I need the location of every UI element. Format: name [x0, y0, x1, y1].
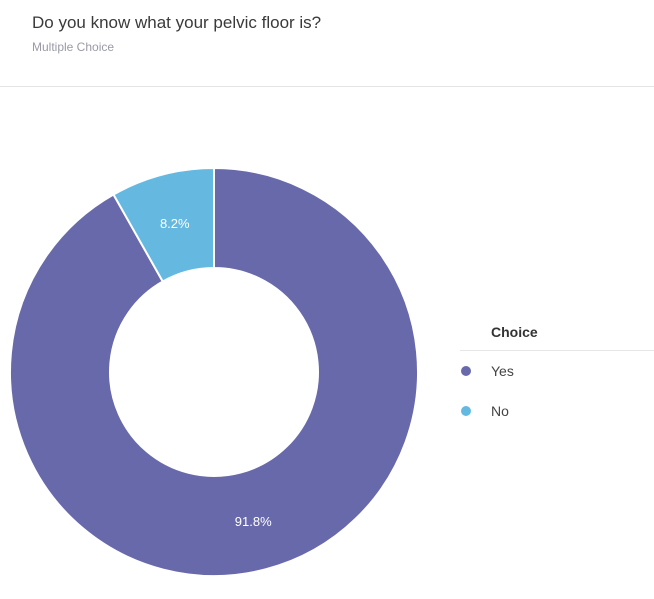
legend-label-no: No: [491, 403, 509, 419]
legend-item-yes[interactable]: Yes: [460, 351, 654, 391]
question-title: Do you know what your pelvic floor is?: [32, 13, 322, 32]
donut-slice-no[interactable]: [112, 166, 215, 283]
donut-slice-yes[interactable]: [9, 166, 420, 577]
legend-item-no[interactable]: No: [460, 391, 654, 431]
question-type-label: Multiple Choice: [32, 40, 115, 54]
legend-title: Choice: [460, 316, 654, 351]
legend-swatch-no: [461, 406, 471, 416]
legend-label-yes: Yes: [491, 363, 514, 379]
legend-swatch-yes: [461, 366, 471, 376]
question-header: Do you know what your pelvic floor is? M…: [0, 0, 654, 87]
chart-legend: Choice Yes No: [460, 316, 654, 431]
data-label-no: 8.2%: [160, 216, 190, 231]
data-label-yes: 91.8%: [235, 514, 272, 529]
